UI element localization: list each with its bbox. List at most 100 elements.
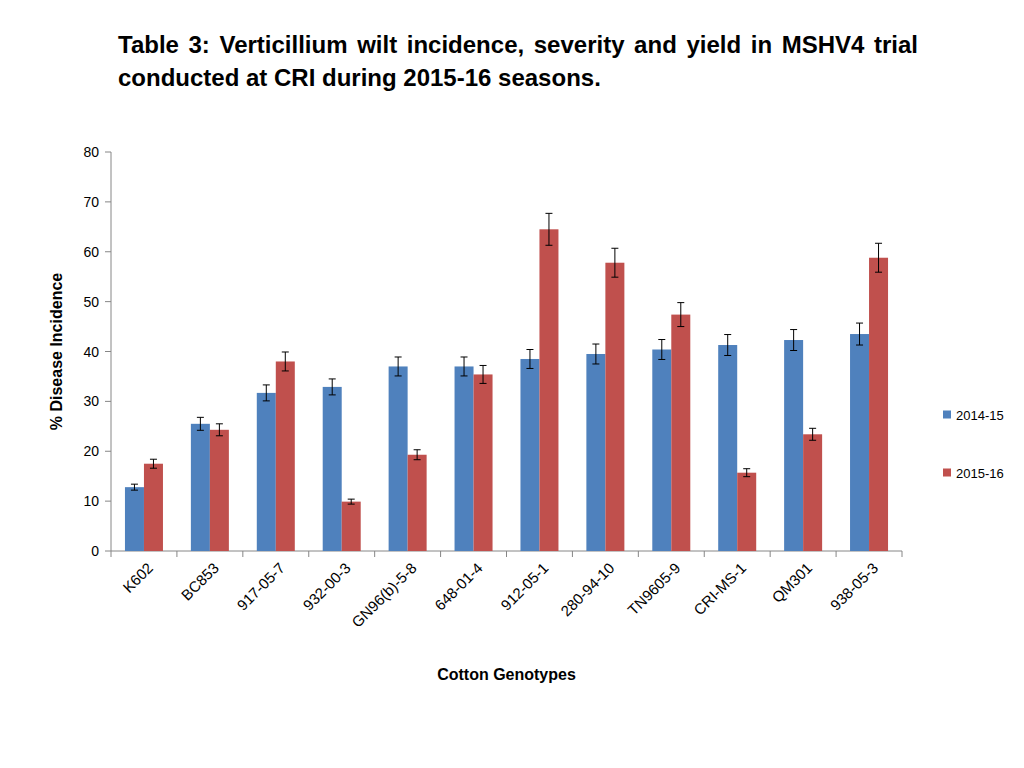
error-stem xyxy=(153,459,154,468)
error-cap xyxy=(875,243,882,244)
x-tick xyxy=(902,551,903,557)
error-stem xyxy=(595,344,596,364)
error-bar xyxy=(790,330,797,351)
error-cap xyxy=(545,245,552,246)
error-bar xyxy=(131,484,138,490)
bar xyxy=(869,258,888,551)
y-tick xyxy=(105,351,111,352)
error-cap xyxy=(790,329,797,330)
error-cap xyxy=(216,423,223,424)
x-tick-label: BC853 xyxy=(178,559,222,603)
bar xyxy=(474,374,493,551)
error-bar xyxy=(856,323,863,345)
error-stem xyxy=(727,335,728,356)
error-bar xyxy=(658,340,665,360)
y-tick-label: 30 xyxy=(83,393,99,409)
y-tick-label: 60 xyxy=(83,244,99,260)
x-tick-label: TN9605-9 xyxy=(624,559,683,618)
legend-swatch xyxy=(943,469,951,477)
error-cap xyxy=(526,368,533,369)
error-cap xyxy=(480,365,487,366)
x-tick xyxy=(308,551,309,557)
error-stem xyxy=(417,450,418,460)
error-stem xyxy=(219,424,220,436)
x-tick-label: 938-05-3 xyxy=(827,559,881,613)
error-cap xyxy=(480,383,487,384)
x-tick-label: CRI-MS-1 xyxy=(690,559,749,618)
bar xyxy=(389,366,408,551)
error-cap xyxy=(611,248,618,249)
error-cap xyxy=(263,400,270,401)
y-tick-label: 10 xyxy=(83,493,99,509)
error-bar xyxy=(592,344,599,364)
error-cap xyxy=(150,459,157,460)
y-tick xyxy=(105,152,111,153)
error-bar xyxy=(197,417,204,430)
error-bar xyxy=(348,499,355,504)
error-cap xyxy=(395,375,402,376)
error-stem xyxy=(680,303,681,327)
error-cap xyxy=(131,490,138,491)
error-stem xyxy=(746,469,747,477)
error-bar xyxy=(461,357,468,376)
error-cap xyxy=(677,326,684,327)
bar xyxy=(586,354,605,551)
error-bar xyxy=(395,357,402,376)
bar xyxy=(342,502,361,551)
error-bar xyxy=(216,424,223,436)
y-tick xyxy=(105,251,111,252)
error-cap xyxy=(856,345,863,346)
error-cap xyxy=(611,277,618,278)
error-bar xyxy=(743,469,750,477)
error-cap xyxy=(329,394,336,395)
error-stem xyxy=(266,385,267,401)
error-stem xyxy=(548,213,549,245)
x-tick-label: K602 xyxy=(119,559,156,596)
legend-swatch xyxy=(943,411,951,419)
y-tick xyxy=(105,451,111,452)
x-tick xyxy=(770,551,771,557)
error-cap xyxy=(658,359,665,360)
error-cap xyxy=(282,370,289,371)
error-cap xyxy=(526,349,533,350)
error-stem xyxy=(793,330,794,351)
error-stem xyxy=(529,350,530,369)
error-stem xyxy=(614,248,615,277)
error-cap xyxy=(461,375,468,376)
x-tick-label: 932-00-3 xyxy=(299,559,353,613)
x-tick-label: 912-05-1 xyxy=(497,559,551,613)
bar xyxy=(323,387,342,551)
error-cap xyxy=(790,350,797,351)
error-cap xyxy=(743,476,750,477)
y-tick xyxy=(105,551,111,552)
error-bar xyxy=(480,365,487,383)
y-tick-label: 20 xyxy=(83,443,99,459)
legend-label: 2014-15 xyxy=(956,408,1004,423)
error-stem xyxy=(661,340,662,360)
error-cap xyxy=(197,430,204,431)
error-cap xyxy=(724,334,731,335)
error-bar xyxy=(526,350,533,369)
x-tick-label: 917-05-7 xyxy=(233,559,287,613)
error-stem xyxy=(483,365,484,383)
error-cap xyxy=(809,428,816,429)
x-tick xyxy=(176,551,177,557)
chart-title: Table 3: Verticillium wilt incidence, se… xyxy=(118,28,918,94)
bar xyxy=(144,464,163,551)
error-stem xyxy=(134,484,135,490)
bars xyxy=(125,213,888,551)
error-cap xyxy=(414,449,421,450)
error-cap xyxy=(348,504,355,505)
error-bar xyxy=(329,379,336,395)
y-tick-label: 70 xyxy=(83,194,99,210)
error-cap xyxy=(282,351,289,352)
error-stem xyxy=(398,357,399,376)
bar xyxy=(652,350,671,551)
bar xyxy=(210,430,229,551)
bar xyxy=(784,340,803,551)
x-tick xyxy=(836,551,837,557)
x-tick xyxy=(111,551,112,557)
error-bar xyxy=(677,303,684,327)
bar xyxy=(539,229,558,551)
error-cap xyxy=(197,417,204,418)
